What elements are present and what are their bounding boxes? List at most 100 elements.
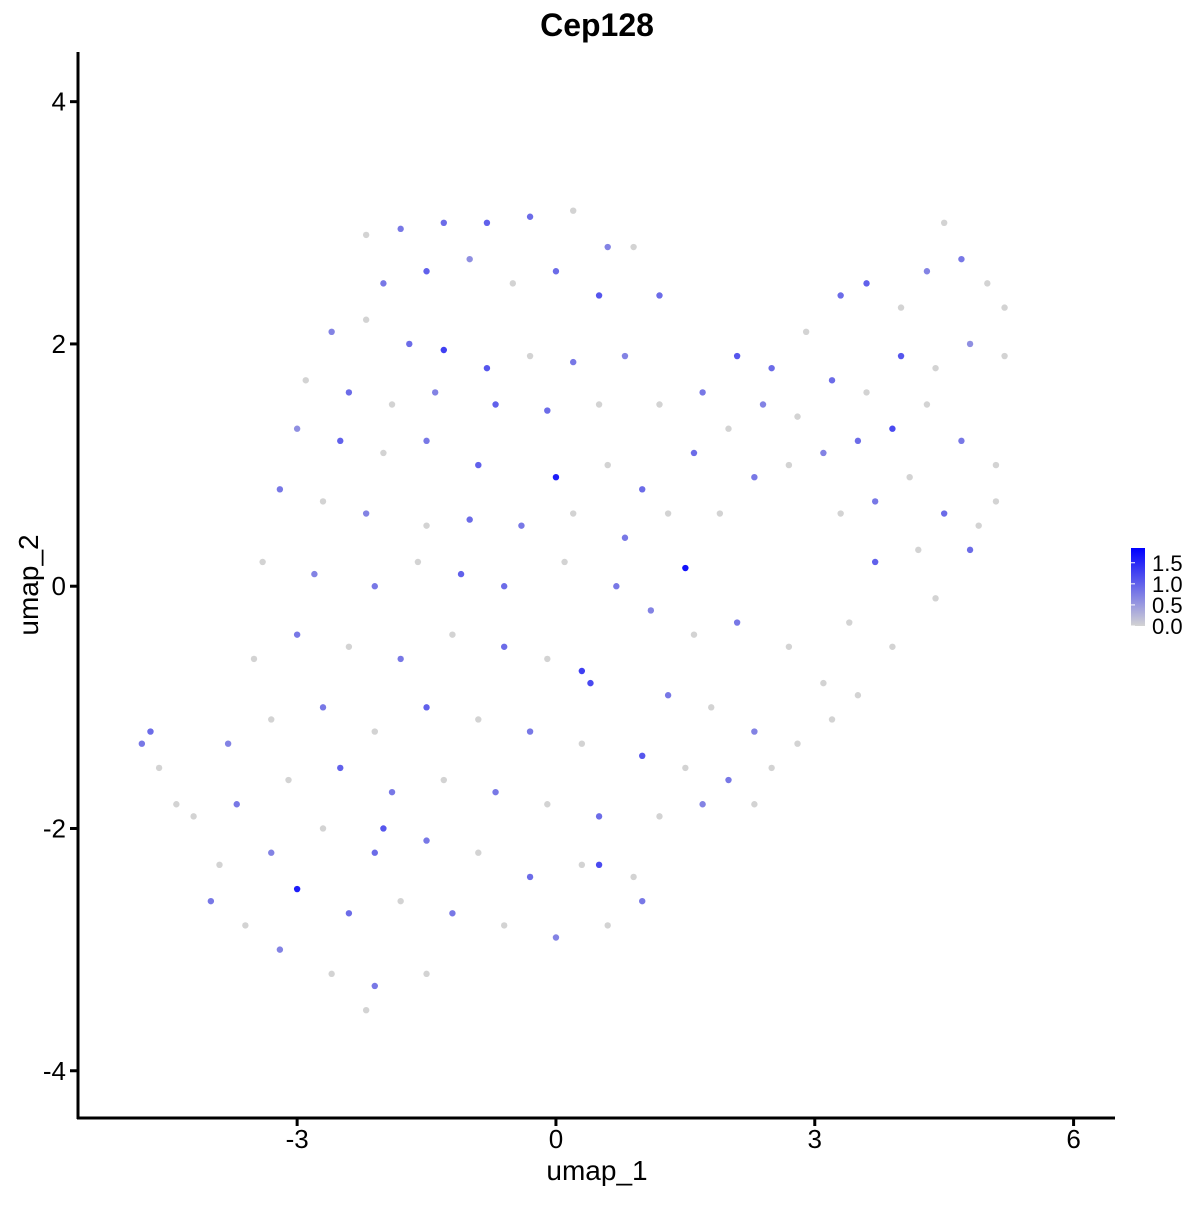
cell-point bbox=[293, 425, 301, 432]
y-tick-label: 4 bbox=[52, 87, 66, 117]
colorbar-label: 0.5 bbox=[1152, 593, 1183, 618]
cell-point bbox=[552, 473, 560, 481]
cell-point bbox=[397, 897, 404, 905]
cell-point bbox=[613, 583, 620, 590]
cell-point bbox=[362, 1006, 370, 1014]
cell-point bbox=[647, 607, 655, 614]
cell-point bbox=[975, 522, 982, 529]
cell-point bbox=[699, 389, 706, 396]
cell-point bbox=[906, 473, 913, 481]
cell-point bbox=[406, 340, 413, 348]
cell-point bbox=[863, 280, 870, 287]
cell-point bbox=[820, 679, 827, 687]
cell-point bbox=[250, 655, 258, 663]
cell-point bbox=[682, 764, 689, 772]
cell-point bbox=[371, 849, 378, 856]
colorbar-label: 1.0 bbox=[1152, 572, 1183, 597]
cell-point bbox=[768, 364, 775, 372]
y-axis-label: umap_2 bbox=[13, 534, 44, 635]
cell-point bbox=[828, 377, 836, 384]
cell-point bbox=[224, 740, 232, 747]
cell-point bbox=[483, 219, 491, 227]
cell-point bbox=[500, 922, 508, 929]
y-tick-label: 0 bbox=[52, 571, 66, 601]
cell-point bbox=[440, 776, 447, 784]
cell-point bbox=[155, 764, 163, 772]
cell-point bbox=[570, 207, 577, 214]
cell-point bbox=[362, 231, 370, 239]
cell-point bbox=[794, 740, 801, 747]
cell-point bbox=[276, 946, 284, 953]
cell-point bbox=[371, 982, 378, 990]
cell-point bbox=[578, 740, 586, 747]
cell-point bbox=[595, 861, 603, 869]
cell-point bbox=[604, 461, 611, 469]
cell-point bbox=[337, 437, 344, 445]
cell-point bbox=[388, 788, 396, 796]
cell-point bbox=[216, 861, 223, 869]
cell-point bbox=[940, 219, 948, 227]
cell-point bbox=[768, 764, 775, 772]
cell-point bbox=[371, 583, 378, 590]
x-tick-label: 3 bbox=[808, 1124, 822, 1154]
cell-point bbox=[345, 910, 353, 917]
cell-point bbox=[466, 255, 473, 263]
cell-point bbox=[578, 861, 586, 869]
cell-point bbox=[233, 801, 240, 808]
cell-point bbox=[837, 292, 844, 299]
cell-point bbox=[871, 558, 879, 566]
cell-point bbox=[285, 776, 292, 784]
cell-point bbox=[500, 583, 508, 590]
cell-point bbox=[388, 401, 396, 408]
cell-point bbox=[268, 716, 275, 723]
cell-point bbox=[897, 352, 905, 360]
cell-point bbox=[345, 643, 353, 650]
y-tick-label: 2 bbox=[52, 329, 66, 359]
cell-point bbox=[656, 401, 663, 408]
cell-point bbox=[578, 667, 586, 675]
cell-point bbox=[733, 619, 741, 626]
cell-point bbox=[630, 243, 637, 251]
cell-point bbox=[319, 498, 327, 505]
cell-point bbox=[276, 486, 284, 493]
cell-point bbox=[337, 764, 344, 772]
cell-point bbox=[785, 643, 793, 650]
cell-point bbox=[492, 788, 499, 796]
cell-point bbox=[570, 510, 577, 517]
cell-point bbox=[423, 970, 430, 978]
cell-point bbox=[371, 728, 378, 735]
cell-point bbox=[509, 280, 517, 287]
cell-point bbox=[570, 358, 577, 366]
cell-point bbox=[259, 558, 266, 566]
cell-point bbox=[984, 280, 991, 287]
cell-point bbox=[147, 728, 154, 735]
y-tick-label: -2 bbox=[43, 813, 66, 843]
cell-point bbox=[449, 910, 456, 917]
cell-point bbox=[958, 437, 965, 445]
cell-point bbox=[328, 970, 335, 978]
cell-point bbox=[423, 522, 430, 529]
cell-point bbox=[492, 401, 499, 408]
cell-point bbox=[475, 849, 482, 856]
cell-point bbox=[733, 352, 741, 360]
cell-point bbox=[544, 407, 551, 414]
cell-point bbox=[794, 413, 801, 420]
cell-point bbox=[319, 825, 327, 832]
cell-point bbox=[897, 304, 905, 311]
colorbar-label: 1.5 bbox=[1152, 551, 1183, 576]
cell-point bbox=[457, 570, 465, 578]
cell-point bbox=[932, 364, 939, 372]
cell-point bbox=[992, 498, 1000, 505]
cell-point bbox=[173, 801, 180, 808]
cell-point bbox=[423, 837, 430, 844]
cell-point bbox=[362, 316, 370, 323]
cell-point bbox=[889, 643, 896, 650]
cell-point bbox=[889, 425, 896, 432]
cell-point bbox=[475, 461, 482, 469]
cell-point bbox=[915, 546, 922, 554]
cell-point bbox=[242, 922, 249, 929]
cell-point bbox=[621, 534, 629, 541]
cell-point bbox=[656, 292, 663, 299]
cell-point bbox=[466, 516, 473, 523]
cell-point bbox=[708, 704, 715, 711]
